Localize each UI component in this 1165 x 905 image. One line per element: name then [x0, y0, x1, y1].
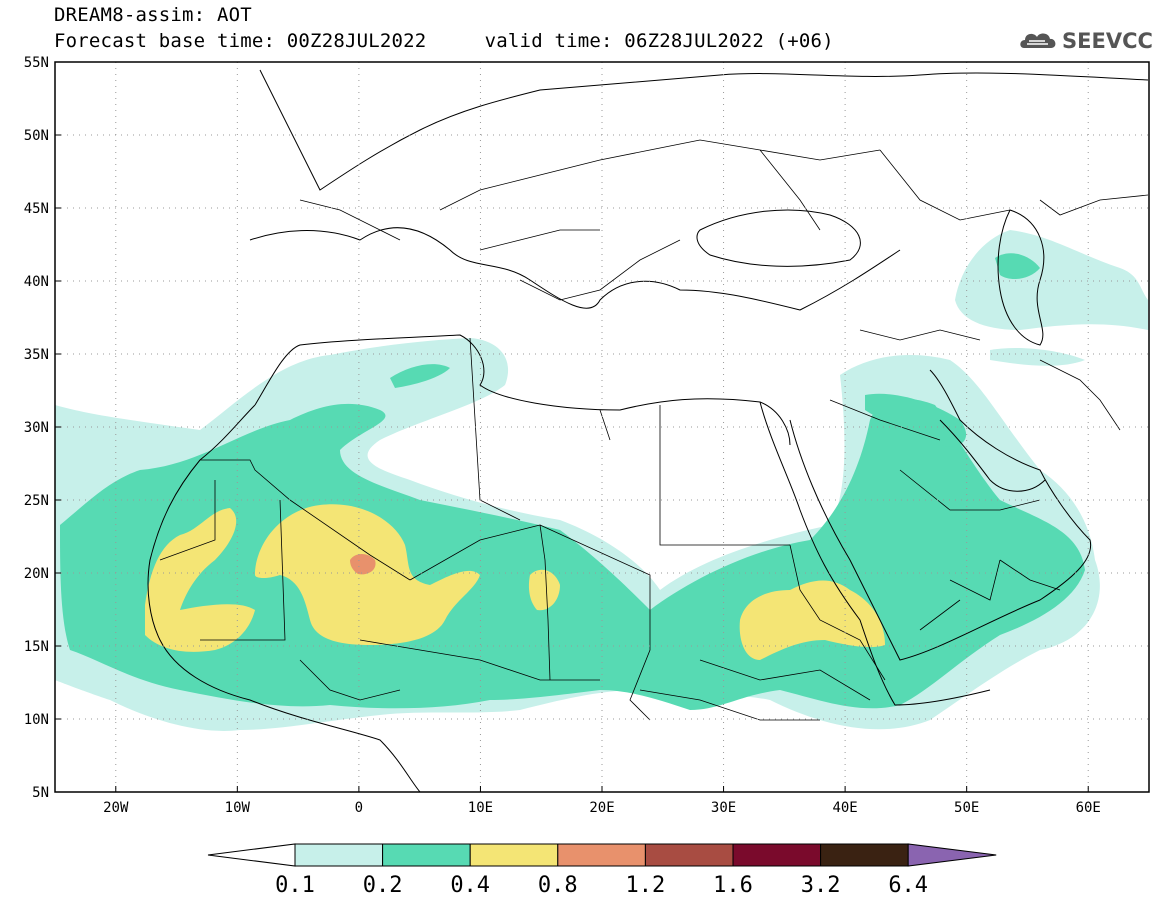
- aot-band-0.2-tunisia: [390, 364, 450, 388]
- aot-band-0.2-caspian: [995, 253, 1040, 280]
- colorbar-swatch: [469, 843, 559, 867]
- persian-gulf: [939, 419, 1046, 492]
- caspian-sea: [997, 209, 1045, 346]
- colorbar-under-triangle: [207, 843, 296, 867]
- colorbar-swatch: [732, 843, 822, 867]
- x-tick-label: 10E: [468, 800, 493, 816]
- aot-band-0.2-iraq: [865, 393, 967, 447]
- red-sea-coast: [759, 401, 991, 706]
- seevccc-logo: SEEVCCC: [1020, 29, 1153, 53]
- x-tick-label: 50E: [954, 800, 979, 816]
- x-tick-label: 20W: [103, 800, 129, 816]
- aot-band-0.1-gulf: [990, 348, 1085, 366]
- colorbar-label: 0.4: [450, 873, 490, 898]
- map-title: DREAM8-assim: AOT: [54, 4, 252, 26]
- y-tick-label: 25N: [24, 493, 49, 509]
- europe-coast: [249, 227, 901, 311]
- colorbar-label: 0.1: [275, 873, 315, 898]
- y-tick-label: 35N: [24, 347, 49, 363]
- x-tick-label: 20E: [589, 800, 614, 816]
- colorbar: 0.1 0.2 0.4 0.8 1.2 1.6 3.2 6.4: [207, 843, 997, 898]
- x-tick-label: 40E: [832, 800, 857, 816]
- forecast-time-subtitle: Forecast base time: 00Z28JUL2022 valid t…: [54, 30, 834, 52]
- aot-contours: [55, 230, 1148, 731]
- x-tick-label: 30E: [711, 800, 736, 816]
- coastlines: [147, 69, 1149, 792]
- colorbar-swatch: [294, 843, 384, 867]
- aot-band-0.4-chad: [528, 569, 560, 611]
- africa-coast: [147, 404, 421, 792]
- colorbar-swatch: [382, 843, 471, 867]
- colorbar-label: 1.2: [626, 873, 666, 898]
- y-tick-label: 55N: [24, 55, 49, 71]
- colorbar-label: 0.8: [538, 873, 578, 898]
- x-tick-label: 60E: [1076, 800, 1101, 816]
- aot-band-0.4-sudan: [739, 580, 885, 660]
- x-tick-label: 0: [355, 800, 363, 816]
- colorbar-over-triangle: [907, 843, 997, 867]
- colorbar-swatch: [820, 843, 909, 867]
- aot-band-0.4-west: [145, 508, 255, 652]
- y-tick-label: 5N: [32, 785, 49, 801]
- colorbar-label: 6.4: [888, 873, 928, 898]
- colorbar-label: 0.2: [363, 873, 403, 898]
- y-tick-label: 15N: [24, 639, 49, 655]
- aot-band-0.1-caspian: [955, 230, 1148, 330]
- y-tick-label: 10N: [24, 712, 49, 728]
- x-tick-label: 10W: [225, 800, 251, 816]
- black-sea: [696, 209, 861, 267]
- y-tick-label: 30N: [24, 420, 49, 436]
- colorbar-label: 1.6: [713, 873, 753, 898]
- border-lines: [159, 139, 1149, 721]
- country-borders: [159, 139, 1149, 721]
- y-tick-label: 45N: [24, 201, 49, 217]
- colorbar-swatch: [644, 843, 734, 867]
- europe-north: [259, 69, 1149, 191]
- cloud-icon: [1020, 33, 1056, 48]
- x-axis-ticks: 20W 10W 0 10E 20E 30E 40E 50E 60E: [103, 786, 1101, 816]
- colorbar-swatch: [557, 843, 646, 867]
- colorbar-label: 3.2: [801, 873, 841, 898]
- y-axis-ticks: 5N 10N 15N 20N 25N 30N 35N 40N 45N 50N 55N: [24, 55, 61, 801]
- north-africa-coast: [254, 334, 791, 446]
- aot-band-0.4-central: [255, 504, 480, 645]
- y-tick-label: 40N: [24, 274, 49, 290]
- arabia-coast: [789, 369, 1092, 661]
- y-tick-label: 50N: [24, 128, 49, 144]
- logo-text: SEEVCCC: [1062, 29, 1153, 53]
- aot-band-0.8: [350, 554, 376, 575]
- y-tick-label: 20N: [24, 566, 49, 582]
